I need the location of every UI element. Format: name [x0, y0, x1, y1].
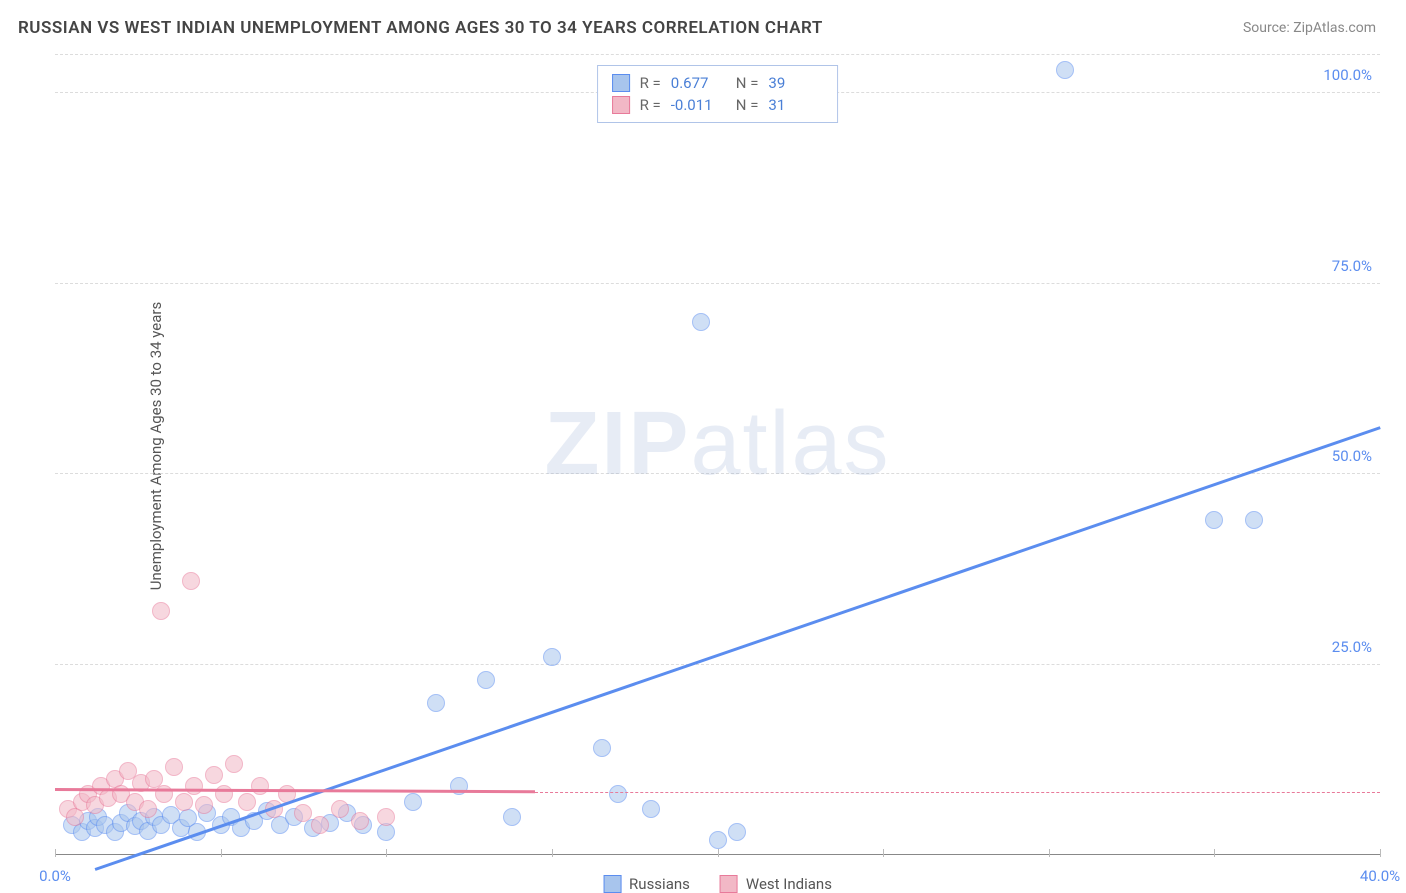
data-point-russians: [692, 313, 710, 331]
data-point-west-indians: [238, 793, 256, 811]
data-point-russians: [1056, 61, 1074, 79]
grid-line: [55, 664, 1380, 665]
chart-title: RUSSIAN VS WEST INDIAN UNEMPLOYMENT AMON…: [18, 18, 823, 38]
y-tick-label: 50.0%: [1332, 447, 1372, 465]
legend-item-russians: Russians: [603, 875, 690, 893]
data-point-russians: [593, 739, 611, 757]
data-point-west-indians: [251, 777, 269, 795]
x-tick: [1049, 849, 1050, 857]
x-tick: [386, 849, 387, 857]
data-point-west-indians: [205, 766, 223, 784]
data-point-west-indians: [152, 602, 170, 620]
y-tick-label: 25.0%: [1332, 638, 1372, 656]
n-value-westindians: 31: [768, 96, 823, 114]
x-tick: [1214, 849, 1215, 857]
x-tick: [883, 849, 884, 857]
legend-swatch-russians: [603, 875, 621, 893]
legend-item-westindians: West Indians: [720, 875, 832, 893]
correlation-stats-box: R = 0.677 N = 39 R = -0.011 N = 31: [597, 65, 839, 123]
data-point-russians: [477, 671, 495, 689]
x-tick: [552, 849, 553, 857]
data-point-russians: [427, 694, 445, 712]
grid-line: [55, 473, 1380, 474]
data-point-russians: [404, 793, 422, 811]
data-point-west-indians: [182, 572, 200, 590]
x-tick: [1380, 849, 1381, 857]
plot-area: ZIPatlas 25.0%50.0%75.0%100.0%0.0%40.0% …: [55, 55, 1380, 855]
data-point-west-indians: [351, 812, 369, 830]
x-tick-label: 40.0%: [1360, 867, 1400, 885]
data-point-west-indians: [294, 804, 312, 822]
trend-extrapolation: [535, 792, 1380, 793]
y-tick-label: 75.0%: [1332, 257, 1372, 275]
stat-row-westindians: R = -0.011 N = 31: [612, 94, 824, 116]
data-point-russians: [1245, 511, 1263, 529]
x-tick: [221, 849, 222, 857]
data-point-west-indians: [225, 755, 243, 773]
y-tick-label: 100.0%: [1323, 66, 1372, 84]
n-value-russians: 39: [768, 74, 823, 92]
swatch-westindians: [612, 96, 630, 114]
data-point-russians: [1205, 511, 1223, 529]
r-value-russians: 0.677: [671, 74, 726, 92]
grid-line: [55, 283, 1380, 284]
legend-swatch-westindians: [720, 875, 738, 893]
data-point-west-indians: [377, 808, 395, 826]
data-point-west-indians: [139, 800, 157, 818]
data-point-russians: [503, 808, 521, 826]
r-value-westindians: -0.011: [671, 96, 726, 114]
trend-line-russians: [94, 426, 1380, 870]
data-point-russians: [728, 823, 746, 841]
x-tick-label: 0.0%: [39, 867, 71, 885]
source-attribution: Source: ZipAtlas.com: [1243, 20, 1376, 36]
watermark: ZIPatlas: [544, 393, 890, 496]
data-point-west-indians: [185, 777, 203, 795]
stat-row-russians: R = 0.677 N = 39: [612, 72, 824, 94]
data-point-russians: [642, 800, 660, 818]
data-point-russians: [543, 648, 561, 666]
data-point-west-indians: [195, 796, 213, 814]
swatch-russians: [612, 74, 630, 92]
legend: Russians West Indians: [603, 875, 832, 893]
data-point-west-indians: [175, 793, 193, 811]
x-tick: [55, 849, 56, 857]
data-point-russians: [609, 785, 627, 803]
data-point-west-indians: [215, 785, 233, 803]
data-point-west-indians: [311, 816, 329, 834]
data-point-russians: [450, 777, 468, 795]
data-point-west-indians: [165, 758, 183, 776]
x-tick: [718, 849, 719, 857]
data-point-west-indians: [331, 800, 349, 818]
data-point-russians: [709, 831, 727, 849]
